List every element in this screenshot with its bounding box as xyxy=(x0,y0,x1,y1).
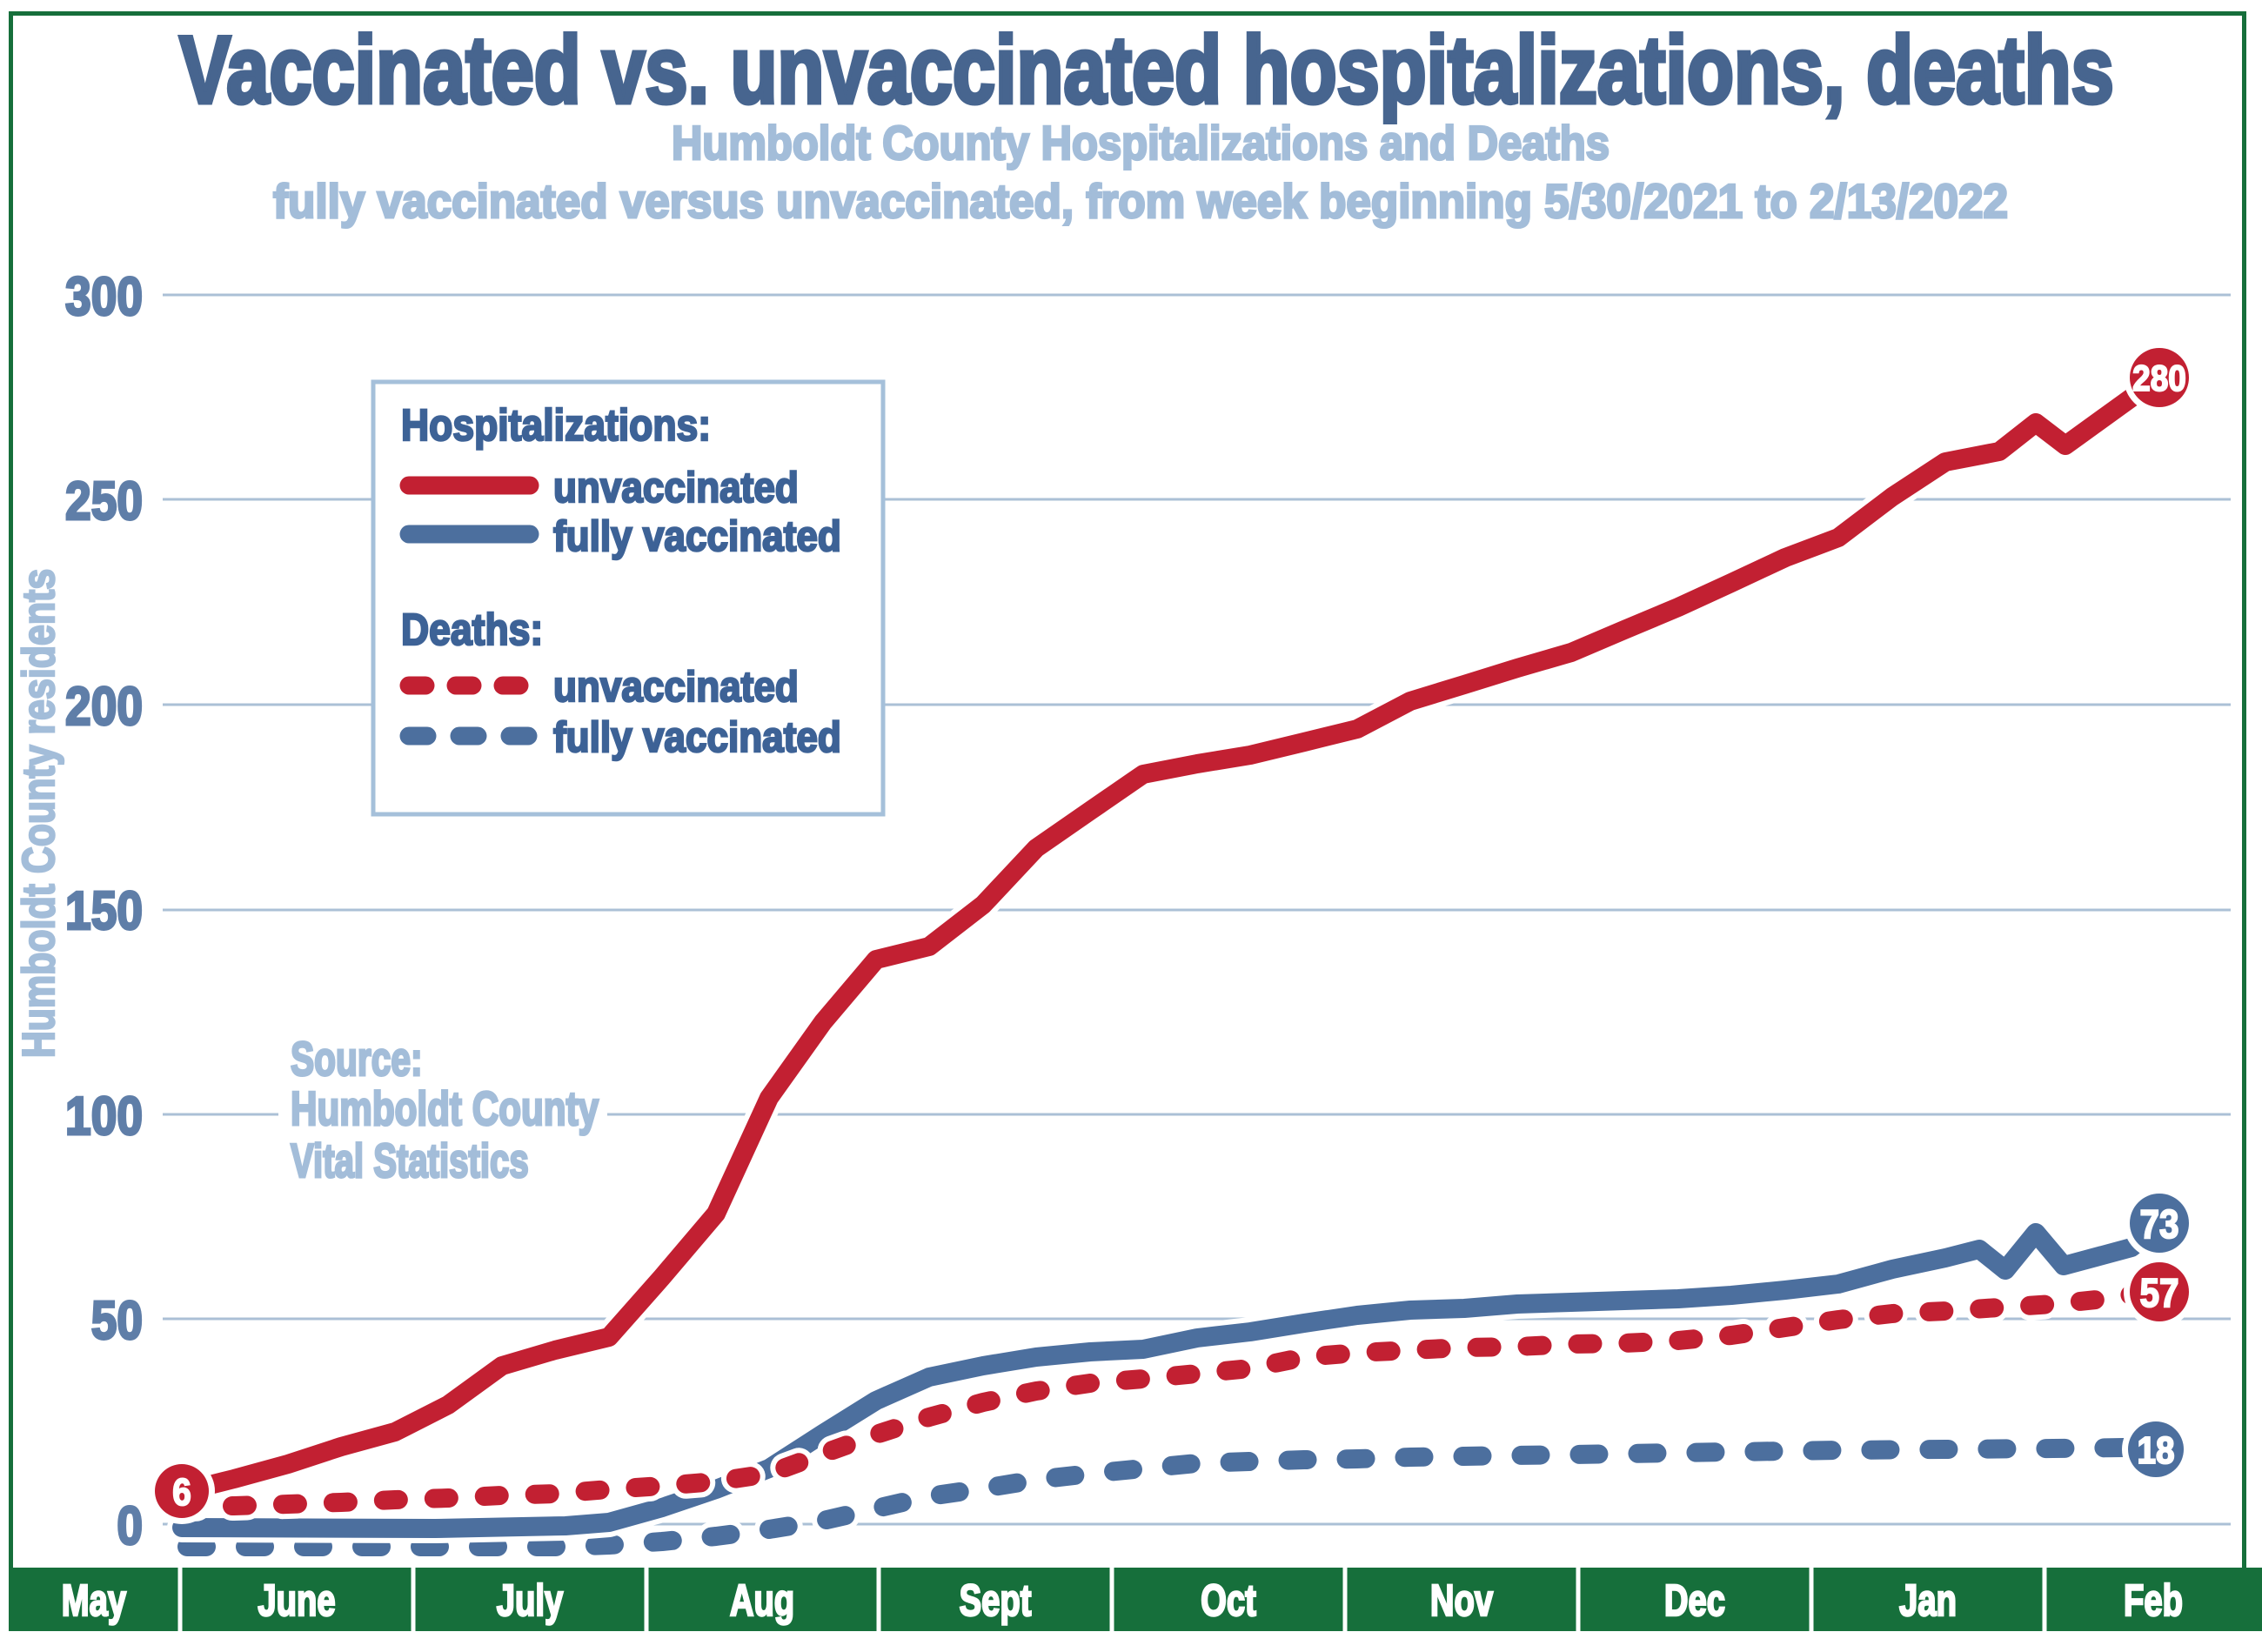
svg-text:Vital Statistics: Vital Statistics xyxy=(291,1134,529,1188)
svg-text:June: June xyxy=(258,1575,335,1626)
svg-text:Hospitalizations:: Hospitalizations: xyxy=(401,401,711,450)
svg-text:100: 100 xyxy=(65,1087,143,1147)
svg-text:280: 280 xyxy=(2132,358,2186,399)
svg-text:Vaccinated vs. unvaccinated ho: Vaccinated vs. unvaccinated hospitalizat… xyxy=(179,17,2114,124)
svg-text:Source:: Source: xyxy=(291,1033,423,1086)
svg-text:57: 57 xyxy=(2139,1272,2178,1316)
svg-text:Humboldt County residents: Humboldt County residents xyxy=(14,569,64,1058)
svg-text:Deaths:: Deaths: xyxy=(401,605,543,654)
svg-text:150: 150 xyxy=(65,881,143,941)
svg-text:0: 0 xyxy=(117,1496,143,1556)
svg-text:fully vaccinated versus unvacc: fully vaccinated versus unvaccinated, fr… xyxy=(273,175,2008,228)
svg-text:unvaccinated: unvaccinated xyxy=(553,464,799,512)
svg-text:Humboldt County: Humboldt County xyxy=(291,1083,599,1136)
svg-text:unvaccinated: unvaccinated xyxy=(553,663,799,711)
svg-text:fully vaccinated: fully vaccinated xyxy=(553,713,841,761)
svg-text:Sept: Sept xyxy=(960,1575,1032,1626)
svg-text:Aug: Aug xyxy=(730,1575,794,1626)
svg-text:Vital Statistics: Vital Statistics xyxy=(291,1134,529,1188)
svg-text:July: July xyxy=(497,1575,564,1626)
svg-text:18: 18 xyxy=(2137,1428,2174,1472)
svg-text:Dec: Dec xyxy=(1664,1575,1725,1626)
svg-text:Nov: Nov xyxy=(1430,1575,1493,1626)
svg-text:Humboldt County Hospitalizatio: Humboldt County Hospitalizations and Dea… xyxy=(672,117,1610,170)
svg-text:50: 50 xyxy=(91,1291,143,1351)
svg-text:Oct: Oct xyxy=(1201,1575,1256,1626)
svg-text:Jan: Jan xyxy=(1899,1575,1957,1626)
svg-text:Feb: Feb xyxy=(2124,1575,2183,1626)
svg-text:250: 250 xyxy=(65,472,143,532)
svg-text:May: May xyxy=(62,1575,126,1626)
svg-text:Source:: Source: xyxy=(291,1033,423,1086)
svg-text:73: 73 xyxy=(2139,1203,2178,1247)
svg-text:6: 6 xyxy=(172,1470,191,1514)
svg-text:200: 200 xyxy=(65,677,143,737)
svg-text:fully vaccinated: fully vaccinated xyxy=(553,512,841,560)
svg-text:300: 300 xyxy=(65,267,143,327)
svg-text:Humboldt County: Humboldt County xyxy=(291,1083,599,1136)
